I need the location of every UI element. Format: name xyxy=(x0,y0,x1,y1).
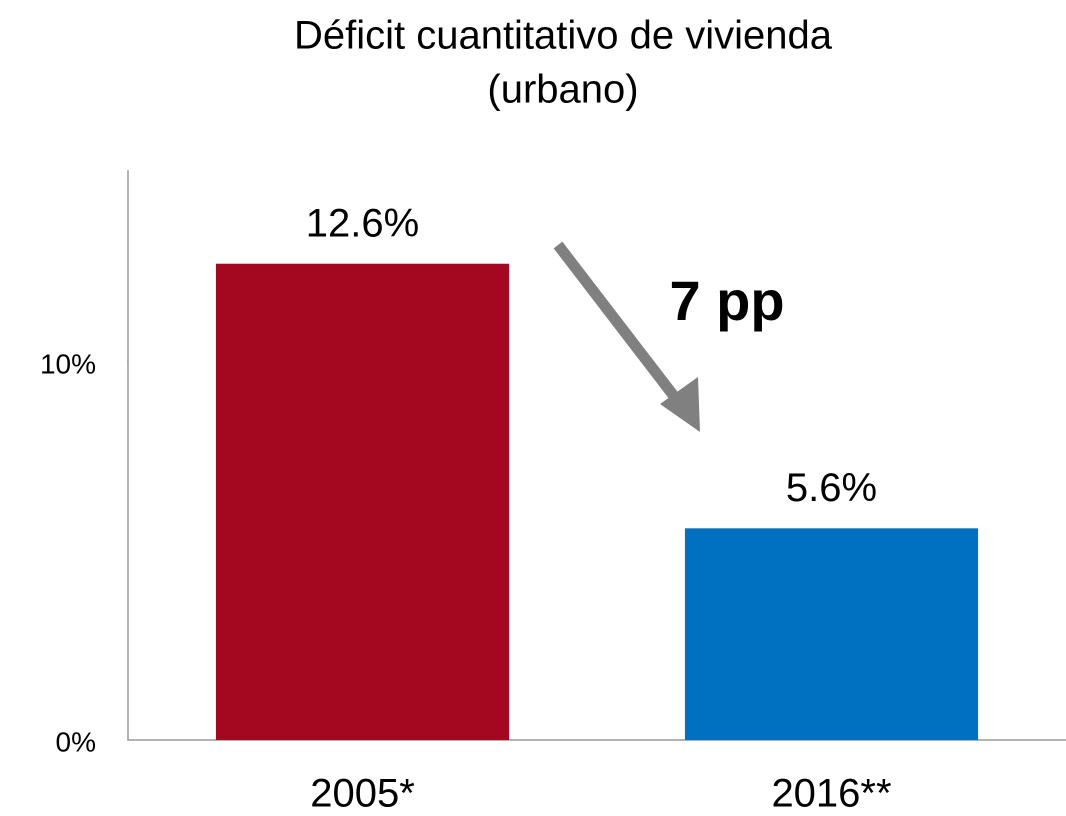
bar xyxy=(684,528,979,740)
chart-title: Déficit cuantitativo de vivienda xyxy=(294,14,833,58)
x-tick-label: 2016** xyxy=(771,772,891,816)
annotation: 7 pp xyxy=(669,269,784,332)
x-tick-label: 2005* xyxy=(310,772,415,816)
y-tick-label: 10% xyxy=(40,348,96,379)
value-label: 12.6% xyxy=(306,201,419,245)
arrow-head xyxy=(660,377,700,432)
arrow-shaft xyxy=(553,241,685,408)
arrow xyxy=(553,241,700,432)
bar xyxy=(215,263,510,740)
chart-title: (urbano) xyxy=(487,68,638,112)
value-label: 5.6% xyxy=(786,466,877,510)
y-tick-label: 0% xyxy=(56,726,96,757)
